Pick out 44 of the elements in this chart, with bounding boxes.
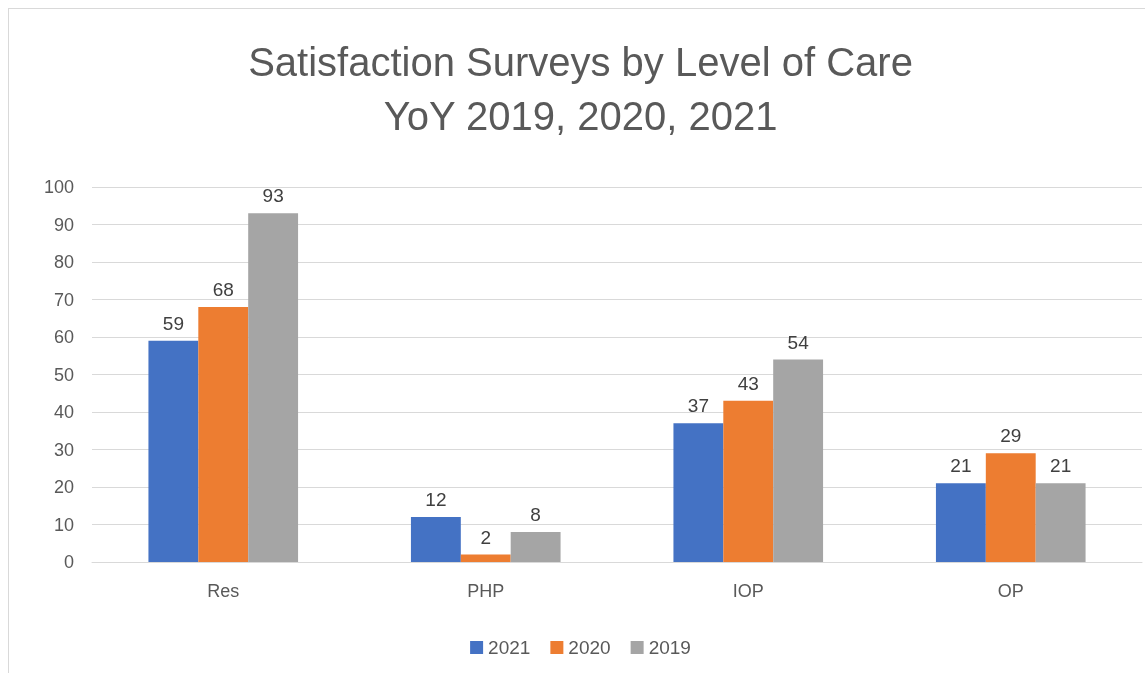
y-tick-label: 10 — [53, 514, 74, 535]
y-tick-label: 0 — [63, 552, 74, 572]
data-label: 21 — [1050, 455, 1072, 477]
data-label: 59 — [162, 312, 184, 334]
bar — [148, 340, 199, 562]
y-tick-label: 60 — [53, 327, 74, 347]
y-tick-label: 50 — [53, 364, 74, 385]
chart-subtitle: YoY 2019, 2020, 2021 — [383, 94, 778, 138]
y-tick-label: 90 — [53, 214, 74, 235]
bar — [985, 453, 1036, 562]
data-label: 37 — [687, 395, 709, 417]
y-tick-label: 30 — [53, 439, 74, 460]
y-tick-label: 20 — [53, 477, 74, 497]
chart-title: Satisfaction Surveys by Level of Care — [248, 40, 913, 84]
data-label: 29 — [1000, 425, 1022, 447]
y-tick-label: 40 — [53, 402, 74, 422]
bar — [673, 423, 724, 562]
bar — [198, 307, 249, 562]
bar — [510, 532, 561, 562]
data-label: 43 — [737, 372, 759, 394]
x-tick-label: OP — [997, 581, 1024, 601]
legend-label: 2020 — [568, 637, 611, 658]
x-tick-label: PHP — [467, 581, 505, 601]
data-label: 54 — [787, 331, 810, 353]
data-label: 21 — [950, 455, 972, 477]
y-tick-label: 100 — [43, 177, 74, 197]
data-label: 2 — [480, 526, 492, 548]
bar — [410, 517, 461, 562]
data-label: 93 — [262, 185, 284, 207]
data-label: 12 — [425, 489, 447, 510]
bar — [460, 554, 511, 562]
x-tick-label: Res — [207, 581, 240, 601]
bar — [773, 359, 824, 562]
y-tick-label: 70 — [53, 289, 74, 310]
data-label: 8 — [530, 504, 541, 525]
data-label: 68 — [212, 279, 234, 300]
legend-label: 2021 — [488, 637, 531, 658]
bar — [935, 483, 986, 562]
bar — [248, 213, 299, 562]
y-tick-label: 80 — [53, 252, 74, 272]
legend-label: 2019 — [648, 637, 691, 658]
x-tick-label: IOP — [732, 581, 764, 601]
bar — [723, 400, 774, 562]
bar — [1035, 483, 1086, 562]
